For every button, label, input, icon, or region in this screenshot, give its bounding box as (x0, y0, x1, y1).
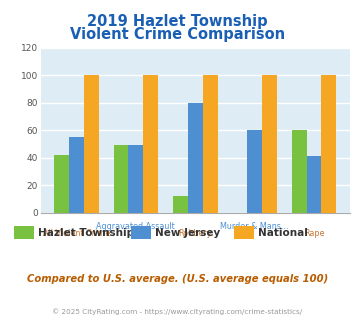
Bar (292, 130, 307, 213)
Bar (114, 146, 129, 213)
Bar (54, 155, 69, 213)
Bar (69, 137, 84, 213)
Bar (173, 196, 188, 213)
Text: Rape: Rape (304, 229, 324, 238)
Text: Robbery: Robbery (179, 229, 212, 238)
Bar (262, 75, 277, 213)
Text: National: National (258, 228, 308, 238)
Text: Violent Crime Comparison: Violent Crime Comparison (70, 27, 285, 42)
Bar (247, 130, 262, 213)
Text: Hazlet Township: Hazlet Township (38, 228, 134, 238)
Bar (203, 75, 218, 213)
Bar (129, 146, 143, 213)
Text: Compared to U.S. average. (U.S. average equals 100): Compared to U.S. average. (U.S. average … (27, 274, 328, 284)
Bar (322, 75, 336, 213)
Text: 2019 Hazlet Township: 2019 Hazlet Township (87, 14, 268, 29)
Bar (188, 103, 203, 213)
Bar (84, 75, 99, 213)
Text: All Violent Crime: All Violent Crime (43, 229, 110, 238)
Bar (307, 156, 322, 213)
Text: Murder & Mans...: Murder & Mans... (220, 222, 289, 231)
Text: © 2025 CityRating.com - https://www.cityrating.com/crime-statistics/: © 2025 CityRating.com - https://www.city… (53, 309, 302, 315)
Bar (143, 75, 158, 213)
Text: New Jersey: New Jersey (155, 228, 220, 238)
Text: Aggravated Assault: Aggravated Assault (97, 222, 175, 231)
